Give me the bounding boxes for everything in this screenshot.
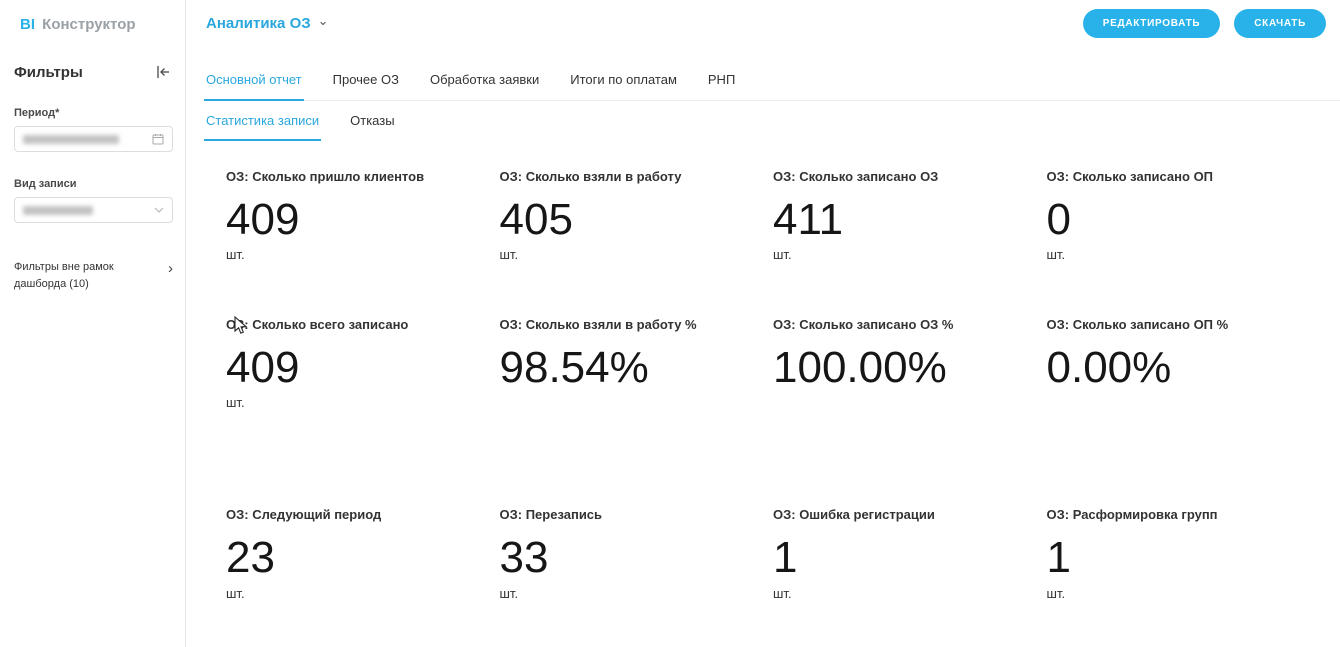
record-type-value-redacted bbox=[23, 205, 93, 215]
metric-title: ОЗ: Сколько пришло клиентов bbox=[226, 169, 425, 184]
record-type-select[interactable] bbox=[14, 197, 173, 223]
period-field-label: Период* bbox=[14, 107, 173, 119]
metric-title: ОЗ: Перезапись bbox=[499, 507, 603, 523]
tab-main-report[interactable]: Основной отчет bbox=[204, 72, 304, 101]
top-bar: Аналитика ОЗ ⌄ РЕДАКТИРОВАТЬ СКАЧАТЬ bbox=[186, 0, 1340, 46]
metric-title: ОЗ: Расформировка групп bbox=[1046, 507, 1218, 523]
metric-card: ОЗ: Следующий период 23 шт. bbox=[226, 507, 500, 601]
metric-value: 0.00% bbox=[1046, 343, 1172, 393]
metric-value: 0 bbox=[1046, 195, 1071, 244]
period-label-text: Период bbox=[14, 107, 56, 119]
chevron-right-icon: › bbox=[168, 260, 173, 277]
sidebar: BI Конструктор Фильтры Период* bbox=[0, 0, 186, 647]
app-logo: BI Конструктор bbox=[0, 0, 185, 33]
collapse-sidebar-button[interactable] bbox=[153, 63, 173, 81]
metric-value: 405 bbox=[499, 195, 573, 244]
metric-card: ОЗ: Ошибка регистрации 1 шт. bbox=[773, 507, 1047, 601]
metric-value: 409 bbox=[226, 195, 300, 244]
metric-card: ОЗ: Сколько записано ОЗ % 100.00% bbox=[773, 317, 1047, 411]
metric-unit: шт. bbox=[226, 395, 245, 411]
calendar-icon bbox=[152, 133, 164, 145]
report-content: Основной отчет Прочее ОЗ Обработка заявк… bbox=[186, 46, 1340, 647]
dashboard-title-dropdown[interactable]: Аналитика ОЗ ⌄ bbox=[206, 13, 329, 32]
tab-other-oz[interactable]: Прочее ОЗ bbox=[332, 72, 399, 87]
metrics-grid: ОЗ: Сколько пришло клиентов 409 шт. ОЗ: … bbox=[204, 169, 1340, 602]
logo-bi-text: BI bbox=[20, 16, 35, 33]
metric-unit bbox=[500, 395, 774, 411]
metric-title: ОЗ: Следующий период bbox=[226, 507, 382, 523]
metric-unit: шт. bbox=[773, 585, 792, 601]
external-filters-link[interactable]: Фильтры вне рамок дашборда (10) › bbox=[14, 259, 173, 293]
metric-card: ОЗ: Перезапись 33 шт. bbox=[500, 507, 774, 601]
metric-card: ОЗ: Сколько пришло клиентов 409 шт. bbox=[226, 169, 500, 263]
download-button[interactable]: СКАЧАТЬ bbox=[1234, 8, 1326, 38]
metric-card: ОЗ: Сколько записано ОП 0 шт. bbox=[1047, 169, 1321, 263]
metric-value: 411 bbox=[773, 195, 844, 244]
metric-card: ОЗ: Сколько взяли в работу % 98.54% bbox=[500, 317, 774, 411]
period-value-redacted bbox=[23, 134, 119, 144]
chevron-down-icon bbox=[154, 207, 164, 213]
report-subtabs: Статистика записи Отказы bbox=[204, 101, 1340, 141]
subtab-record-stats[interactable]: Статистика записи bbox=[204, 113, 322, 141]
metric-value: 1 bbox=[773, 533, 798, 583]
report-tabs: Основной отчет Прочее ОЗ Обработка заявк… bbox=[204, 72, 1340, 101]
metric-card: ОЗ: Сколько взяли в работу 405 шт. bbox=[500, 169, 774, 263]
metric-title: ОЗ: Сколько записано ОП bbox=[1046, 169, 1214, 184]
metric-unit: шт. bbox=[499, 247, 519, 263]
metric-unit bbox=[1047, 395, 1321, 411]
metric-value: 98.54% bbox=[499, 343, 649, 393]
record-type-field-label: Вид записи bbox=[14, 178, 77, 190]
external-filters-label: Фильтры вне рамок дашборда bbox=[14, 261, 114, 291]
metric-title: ОЗ: Сколько взяли в работу % bbox=[499, 317, 697, 333]
metric-unit bbox=[773, 395, 1047, 411]
metric-card: ОЗ: Сколько всего записано 409 шт. bbox=[226, 317, 500, 411]
metric-title: ОЗ: Сколько взяли в работу bbox=[499, 169, 682, 184]
metric-title: ОЗ: Сколько записано ОЗ % bbox=[773, 317, 954, 333]
tab-request-processing[interactable]: Обработка заявки bbox=[429, 72, 540, 87]
subtab-refusals[interactable]: Отказы bbox=[350, 113, 395, 128]
filters-panel-title: Фильтры bbox=[14, 63, 83, 81]
metric-title: ОЗ: Сколько записано ОП % bbox=[1046, 317, 1229, 333]
metric-title: ОЗ: Сколько всего записано bbox=[226, 317, 409, 333]
metric-value: 33 bbox=[499, 533, 549, 583]
metric-title: ОЗ: Ошибка регистрации bbox=[773, 507, 935, 523]
period-date-input[interactable] bbox=[14, 126, 173, 152]
metric-unit: шт. bbox=[1046, 585, 1066, 601]
metric-card: ОЗ: Сколько записано ОЗ 411 шт. bbox=[773, 169, 1047, 263]
logo-name-text: Конструктор bbox=[42, 16, 136, 33]
dashboard-title: Аналитика ОЗ bbox=[206, 14, 311, 32]
edit-button[interactable]: РЕДАКТИРОВАТЬ bbox=[1082, 8, 1221, 38]
metric-unit: шт. bbox=[226, 247, 245, 263]
metric-title: ОЗ: Сколько записано ОЗ bbox=[773, 169, 939, 184]
metric-unit: шт. bbox=[499, 585, 519, 601]
title-chevron-down-icon: ⌄ bbox=[317, 13, 329, 28]
main-area: Аналитика ОЗ ⌄ РЕДАКТИРОВАТЬ СКАЧАТЬ Осн… bbox=[186, 0, 1340, 647]
metric-value: 100.00% bbox=[773, 343, 947, 393]
period-required-mark: * bbox=[55, 107, 60, 119]
metric-value: 1 bbox=[1046, 533, 1071, 583]
tab-payment-results[interactable]: Итоги по оплатам bbox=[570, 72, 677, 87]
metric-unit: шт. bbox=[773, 247, 792, 263]
tab-rnp[interactable]: РНП bbox=[707, 72, 736, 87]
external-filters-count: (10) bbox=[69, 278, 89, 291]
metric-value: 409 bbox=[226, 343, 300, 393]
metric-unit: шт. bbox=[226, 585, 245, 601]
metric-unit: шт. bbox=[1046, 247, 1066, 263]
metric-card: ОЗ: Расформировка групп 1 шт. bbox=[1047, 507, 1321, 601]
collapse-left-icon bbox=[155, 65, 171, 79]
metric-card: ОЗ: Сколько записано ОП % 0.00% bbox=[1047, 317, 1321, 411]
metric-value: 23 bbox=[226, 533, 275, 583]
